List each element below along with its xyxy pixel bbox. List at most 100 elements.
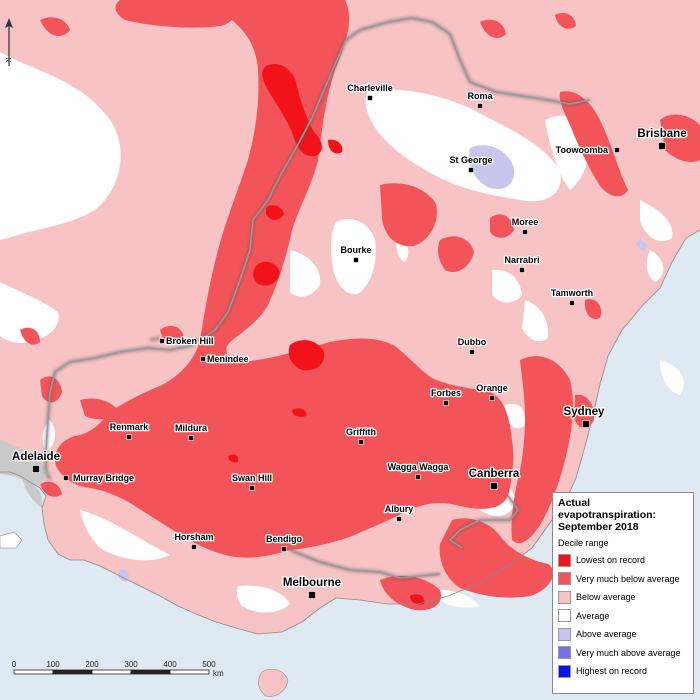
tamworth-label: Tamworth (551, 288, 593, 298)
legend-swatch (558, 646, 571, 660)
roma-marker (477, 103, 483, 109)
scale-tick-200: 200 (85, 660, 99, 669)
brisbane-label: Brisbane (637, 128, 686, 140)
wagga-wagga-label: Wagga Wagga (388, 462, 450, 472)
legend-item: Highest on record (558, 662, 688, 681)
menindee-label: Menindee (207, 354, 249, 364)
scale-bar: 0 100 200 300 400 500 km (12, 660, 224, 678)
scale-tick-400: 400 (163, 660, 177, 669)
legend-item: Below average (558, 588, 688, 607)
legend: Actual evapotranspiration: September 201… (552, 492, 694, 694)
griffith-marker (358, 439, 364, 445)
scale-tick-100: 100 (46, 660, 60, 669)
narrabri-label: Narrabri (504, 255, 539, 265)
legend-items: Lowest on record Very much below average B… (558, 551, 688, 681)
swan-hill-label: Swan Hill (232, 473, 272, 483)
charleville-marker (367, 95, 373, 101)
mildura-marker (188, 435, 194, 441)
renmark-marker (126, 434, 132, 440)
kangaroo-island (0, 531, 23, 549)
legend-swatch (558, 609, 571, 623)
north-arrow-icon: N (5, 18, 13, 66)
albury-marker (396, 516, 402, 522)
canberra-marker (490, 482, 498, 490)
st-george-label: St George (449, 155, 492, 165)
sydney-marker (582, 420, 590, 428)
legend-swatch (558, 590, 571, 604)
legend-item: Lowest on record (558, 551, 688, 570)
legend-label: Highest on record (576, 666, 648, 677)
melbourne-marker (308, 591, 316, 599)
melbourne-label: Melbourne (283, 577, 341, 589)
bourke-marker (353, 257, 359, 263)
places-layer: Charleville Roma Brisbane Toowoomba St Georg… (11, 82, 688, 599)
legend-item: Very much above average (558, 644, 688, 663)
horsham-label: Horsham (174, 532, 213, 542)
moree-marker (522, 229, 528, 235)
legend-title: Actual evapotranspiration: September 201… (558, 497, 688, 533)
toowoomba-label: Toowoomba (556, 145, 609, 155)
lowest-on-record-regions (228, 63, 425, 605)
swan-hill-marker (249, 485, 255, 491)
scale-tick-0: 0 (12, 660, 17, 669)
orange-marker (489, 395, 495, 401)
moree-label: Moree (512, 217, 539, 227)
adelaide-label: Adelaide (12, 451, 60, 463)
legend-item: Above average (558, 625, 688, 644)
broken-hill-label: Broken Hill (166, 336, 214, 346)
mildura-label: Mildura (175, 423, 208, 433)
legend-label: Above average (576, 629, 637, 640)
legend-label: Below average (576, 592, 636, 603)
canberra-label: Canberra (469, 468, 520, 480)
legend-label: Average (576, 610, 610, 621)
legend-item: Very much below average (558, 570, 688, 589)
tamworth-marker (569, 300, 575, 306)
bendigo-marker (281, 546, 287, 552)
albury-label: Albury (385, 504, 414, 514)
narrabri-marker (519, 267, 525, 273)
horsham-marker (191, 544, 197, 550)
very-much-below-average-regions (20, 0, 700, 636)
legend-item: Average (558, 607, 688, 626)
legend-title-line-1: Actual (558, 497, 591, 509)
coastline (0, 229, 700, 635)
outside-region-land (0, 440, 48, 508)
renmark-label: Renmark (110, 422, 150, 432)
legend-title-line-3: September 2018 (558, 521, 639, 533)
legend-swatch (558, 664, 571, 678)
north-label: N (6, 57, 13, 62)
murray-bridge-marker (63, 475, 69, 481)
legend-label: Lowest on record (576, 555, 646, 566)
legend-subtitle: Decile range (558, 538, 609, 548)
dubbo-label: Dubbo (458, 337, 487, 347)
broken-hill-marker (159, 338, 165, 344)
bourke-label: Bourke (340, 245, 371, 255)
brisbane-marker (658, 142, 666, 150)
roma-label: Roma (467, 91, 493, 101)
legend-title-line-2: evapotranspiration: (558, 509, 657, 521)
legend-swatch (558, 553, 571, 567)
griffith-label: Griffith (346, 427, 376, 437)
st-george-marker (468, 167, 474, 173)
orange-label: Orange (476, 383, 508, 393)
forbes-label: Forbes (431, 388, 461, 398)
scale-tick-300: 300 (124, 660, 138, 669)
legend-swatch (558, 627, 571, 641)
legend-label: Very much above average (576, 647, 681, 658)
state-borders (44, 16, 591, 580)
charleville-label: Charleville (347, 83, 393, 93)
sydney-label: Sydney (564, 406, 606, 418)
murray-bridge-label: Murray Bridge (73, 473, 134, 483)
scale-tick-500: 500 (202, 660, 216, 669)
adelaide-marker (32, 465, 40, 473)
legend-swatch (558, 572, 571, 586)
legend-label: Very much below average (576, 573, 680, 584)
menindee-marker (200, 356, 206, 362)
tasmania-tip (258, 668, 289, 697)
scale-unit: km (213, 669, 224, 678)
toowoomba-marker (614, 147, 620, 153)
bendigo-label: Bendigo (266, 534, 302, 544)
forbes-marker (443, 400, 449, 406)
